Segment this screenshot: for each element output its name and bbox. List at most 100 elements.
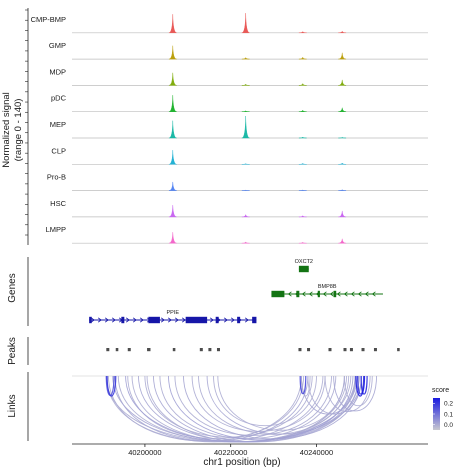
coverage-track-label: HSC — [50, 199, 66, 208]
genes-track-label: Genes — [7, 273, 18, 302]
link-arc — [144, 375, 313, 438]
gene-strand-arrow — [308, 291, 313, 297]
peak-interval — [307, 348, 311, 352]
gene-strand-arrow — [125, 317, 130, 323]
gene-strand-arrow — [329, 291, 334, 297]
gene-strand-arrow — [350, 291, 355, 297]
gene-exon — [89, 316, 92, 324]
peak-interval — [216, 348, 220, 352]
coverage-peak — [241, 115, 250, 139]
coverage-peak — [168, 232, 177, 244]
coverage-peak — [298, 162, 307, 165]
peak-interval — [208, 348, 212, 352]
x-axis-tick-label: 40200000 — [128, 448, 161, 457]
gene-exon — [148, 316, 160, 324]
coverage-peak — [241, 110, 250, 112]
gene-strand-arrow — [104, 317, 109, 323]
gene-strand-arrow — [90, 317, 95, 323]
gene-name-label: PPIE — [167, 310, 180, 316]
coverage-peak — [338, 107, 347, 112]
coverage-panel: CMP-BMP GMP MDP pDC MEP CLP Pro-B HSC LMPP — [25, 8, 428, 245]
gene-exon — [333, 290, 337, 298]
link-arc — [360, 375, 368, 395]
coverage-peak — [298, 31, 307, 33]
peak-interval — [199, 348, 203, 352]
coverage-track-label: CLP — [51, 146, 66, 155]
gene-strand-arrow — [301, 291, 306, 297]
link-arc — [343, 375, 373, 406]
coverage-peak — [298, 57, 307, 60]
gene-name-label: BMP8B — [318, 284, 337, 290]
x-axis-tick-label: 40220000 — [214, 448, 247, 457]
coverage-peak — [338, 210, 347, 218]
gene-strand-arrow — [139, 317, 144, 323]
gene-strand-arrow — [357, 291, 362, 297]
coverage-peak — [338, 238, 347, 244]
coverage-peak — [241, 163, 250, 165]
gene-strand-arrow — [97, 317, 102, 323]
coverage-peak — [168, 181, 177, 191]
gene-exon — [237, 316, 241, 324]
gene-exon — [121, 316, 125, 324]
peak-interval — [298, 348, 302, 352]
coverage-track-label: MDP — [49, 67, 66, 76]
gene-strand-arrow — [322, 291, 327, 297]
coverage-peak — [298, 83, 307, 86]
legend-title: score — [432, 387, 449, 394]
gene-strand-arrow — [336, 291, 341, 297]
coverage-peak — [338, 162, 347, 165]
peak-interval — [127, 348, 131, 352]
gene-strand-arrow — [287, 291, 292, 297]
coverage-track-label: Pro-B — [47, 173, 66, 182]
links-track-label: Links — [7, 394, 18, 417]
gene-strand-arrow — [160, 317, 165, 323]
gene-exon — [317, 290, 320, 298]
coverage-peak — [298, 215, 307, 218]
link-arc — [357, 375, 365, 395]
score-legend: 0.2 0.1 0.0 — [433, 398, 453, 430]
coverage-peak — [168, 205, 177, 218]
coverage-peak — [241, 214, 250, 218]
peak-interval — [147, 348, 151, 352]
gene-strand-arrow — [364, 291, 369, 297]
peak-interval — [106, 348, 110, 352]
peaks-panel — [27, 337, 400, 365]
link-arc — [153, 375, 359, 443]
coverage-y-axis-label-line2: (range 0 - 140) — [13, 99, 24, 162]
legend-tick-label: 0.0 — [444, 422, 453, 429]
link-arc — [355, 375, 366, 397]
link-arc — [106, 375, 117, 397]
coverage-track-label: GMP — [49, 41, 66, 50]
legend-tick-label: 0.2 — [444, 401, 453, 408]
coverage-track-label: LMPP — [46, 225, 66, 234]
genes-panel: OXCT2 BMP8B PPIE — [27, 257, 383, 326]
gene-strand-arrow — [343, 291, 348, 297]
coverage-peak — [168, 95, 177, 112]
coverage-y-axis-label-line1: Normalized signal — [1, 92, 12, 168]
coverage-peak — [168, 120, 177, 139]
legend-tick-label: 0.1 — [444, 411, 453, 418]
peak-interval — [343, 348, 347, 352]
peak-interval — [397, 348, 400, 352]
peaks-track-label: Peaks — [7, 337, 18, 365]
gene-strand-arrow — [181, 317, 186, 323]
coverage-peak — [338, 31, 347, 33]
gene-strand-arrow — [371, 291, 376, 297]
coverage-peak — [338, 136, 347, 139]
link-arc — [198, 375, 350, 435]
coverage-peak — [298, 136, 307, 139]
gene-name-label: OXCT2 — [295, 259, 313, 265]
coverage-peak — [241, 57, 250, 60]
coverage-peak — [241, 84, 250, 86]
gene-strand-arrow — [174, 317, 179, 323]
x-axis: 40200000 40220000 40240000 — [72, 443, 428, 457]
gene-strand-arrow — [167, 317, 172, 323]
link-arc — [333, 375, 377, 412]
gene-exon — [185, 316, 208, 324]
coverage-peak — [338, 79, 347, 86]
coverage-track-label: pDC — [51, 94, 67, 103]
coverage-track-label: CMP-BMP — [31, 15, 66, 24]
peak-interval — [349, 348, 353, 352]
link-arc — [299, 375, 307, 395]
